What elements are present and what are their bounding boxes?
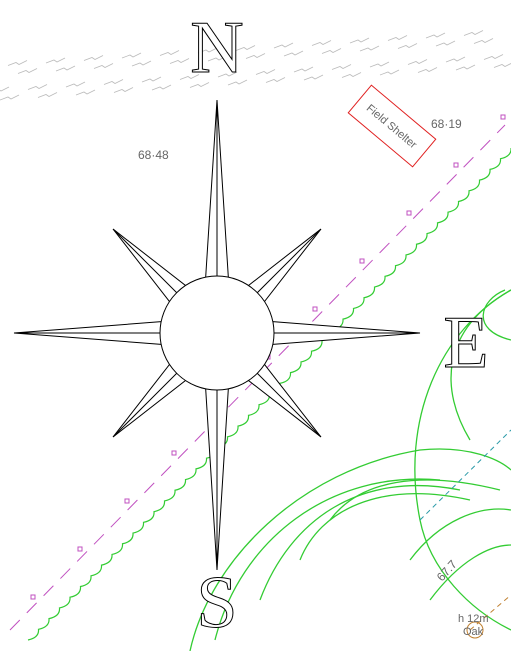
grass-mark [473, 38, 494, 44]
grass-mark [227, 79, 248, 86]
grass-mark [273, 42, 294, 49]
grass-mark [455, 64, 476, 71]
boundary-post [124, 498, 130, 504]
grass-mark [65, 81, 86, 88]
grass-mark [321, 48, 342, 54]
shelter-outline [347, 84, 437, 168]
grass-mark [197, 47, 218, 54]
grass-mark [445, 56, 466, 63]
grass-mark [103, 79, 124, 85]
grass-mark [407, 59, 428, 65]
grass-mark [75, 89, 96, 96]
grass-mark [255, 69, 276, 75]
grass-mark [483, 54, 504, 60]
spot-height: 67.7 [434, 557, 460, 584]
east-label: E [443, 302, 488, 384]
grass-mark [121, 52, 142, 59]
grass-mark [417, 67, 438, 73]
grass-mark [463, 30, 484, 36]
grass-mark [83, 55, 104, 61]
grass-mark [131, 60, 152, 67]
spot-height: 68·48 [138, 148, 169, 162]
grass-mark [207, 55, 228, 62]
north-label: N [190, 7, 243, 89]
grass-mark [425, 32, 446, 39]
tree-symbol [466, 621, 484, 639]
boundary-post [406, 210, 412, 216]
grass-mark [397, 43, 418, 49]
grass-mark [379, 69, 400, 76]
shelter-label: Field Shelter [364, 102, 419, 151]
dashed-line [419, 429, 511, 521]
boundary-post [500, 114, 506, 120]
boundary-line [9, 124, 506, 631]
grass-mark [349, 37, 370, 44]
grass-mark [369, 61, 390, 68]
grass-mark [179, 74, 200, 80]
grass-mark [93, 63, 114, 69]
grass-mark [217, 71, 238, 78]
grass-mark [331, 64, 352, 70]
grass-mark [265, 77, 286, 83]
spot-height: 68·19 [431, 117, 462, 131]
boundary-post [30, 594, 36, 600]
boundary-post [312, 306, 318, 312]
grass-mark [37, 92, 58, 98]
grass-mark [303, 74, 324, 81]
boundary-post [77, 546, 83, 552]
boundary-post [359, 258, 365, 264]
grass-hatching [0, 30, 511, 101]
grass-mark [159, 50, 180, 56]
south-label: S [196, 562, 237, 644]
grass-mark [151, 84, 172, 91]
grass-mark [27, 84, 48, 90]
grass-mark [17, 68, 38, 74]
grass-mark [113, 87, 134, 93]
grass-mark [387, 35, 408, 41]
grass-mark [341, 72, 362, 78]
compass-rose [13, 99, 421, 571]
grass-mark [493, 63, 511, 68]
grass-mark [169, 58, 190, 64]
grass-mark [45, 57, 66, 64]
grass-mark [55, 65, 76, 72]
boundary-post [453, 162, 459, 168]
grass-mark [245, 53, 266, 59]
grass-mark [293, 66, 314, 73]
tree-species: Oak [463, 626, 484, 638]
grass-mark [0, 86, 10, 92]
grass-mark [283, 50, 304, 57]
star-center [159, 275, 275, 391]
grass-mark [141, 76, 162, 83]
tree-height: h 12m [458, 613, 489, 625]
grass-mark [359, 45, 380, 52]
field-shelter: Field Shelter [347, 84, 437, 168]
grass-mark [235, 45, 256, 51]
grass-mark [189, 82, 210, 88]
grass-mark [311, 40, 332, 46]
grass-mark [0, 94, 20, 101]
grass-mark [435, 40, 456, 47]
boundary-post [171, 450, 177, 456]
grass-mark [7, 60, 28, 66]
